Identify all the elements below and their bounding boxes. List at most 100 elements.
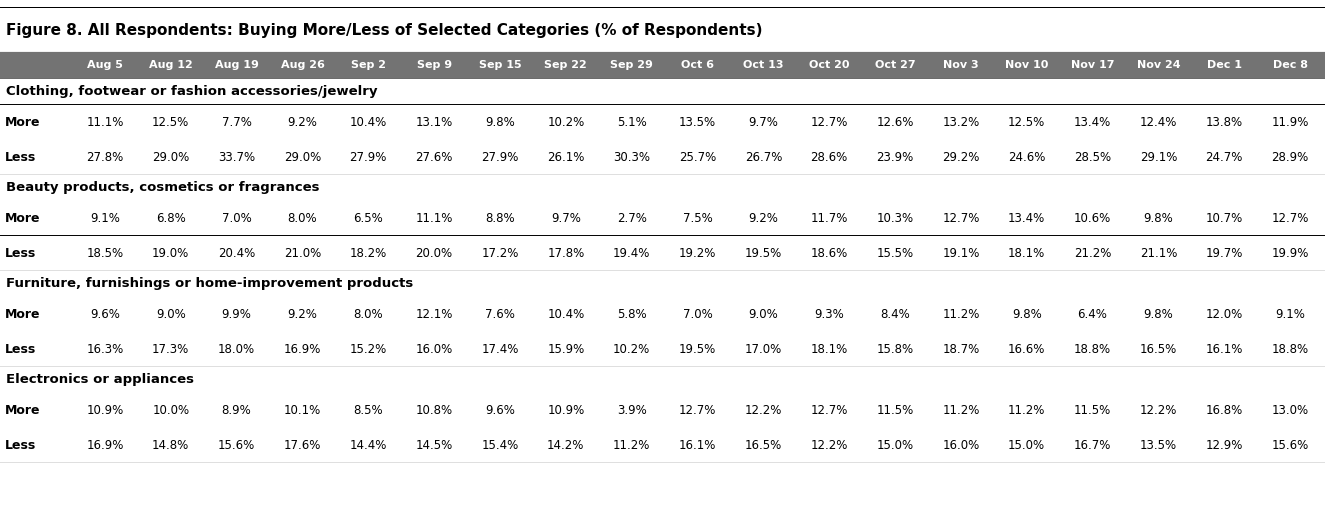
Text: 9.7%: 9.7%: [551, 212, 580, 225]
Text: 18.2%: 18.2%: [350, 247, 387, 260]
Text: More: More: [5, 212, 41, 225]
Text: 10.4%: 10.4%: [350, 116, 387, 129]
Text: Figure 8. All Respondents: Buying More/Less of Selected Categories (% of Respond: Figure 8. All Respondents: Buying More/L…: [7, 22, 762, 38]
Text: More: More: [5, 116, 41, 129]
Text: 24.7%: 24.7%: [1206, 151, 1243, 164]
Text: 30.3%: 30.3%: [613, 151, 651, 164]
Text: 12.7%: 12.7%: [1272, 212, 1309, 225]
Text: 13.4%: 13.4%: [1008, 212, 1045, 225]
Text: 11.7%: 11.7%: [811, 212, 848, 225]
Text: 8.9%: 8.9%: [221, 404, 252, 417]
Text: 17.3%: 17.3%: [152, 343, 189, 356]
Text: 13.8%: 13.8%: [1206, 116, 1243, 129]
Text: 12.1%: 12.1%: [416, 308, 453, 321]
Text: 5.8%: 5.8%: [617, 308, 647, 321]
Text: 14.4%: 14.4%: [350, 439, 387, 452]
Text: 11.2%: 11.2%: [1008, 404, 1045, 417]
Text: Dec 8: Dec 8: [1272, 60, 1308, 70]
Text: 9.6%: 9.6%: [90, 308, 119, 321]
Text: 25.7%: 25.7%: [678, 151, 716, 164]
Text: 21.0%: 21.0%: [284, 247, 321, 260]
Text: 29.2%: 29.2%: [942, 151, 979, 164]
Text: 26.7%: 26.7%: [745, 151, 782, 164]
Text: Beauty products, cosmetics or fragrances: Beauty products, cosmetics or fragrances: [7, 182, 319, 195]
Text: Furniture, furnishings or home-improvement products: Furniture, furnishings or home-improveme…: [7, 277, 413, 291]
Text: Nov 10: Nov 10: [1006, 60, 1048, 70]
Text: Sep 15: Sep 15: [478, 60, 521, 70]
Text: 21.2%: 21.2%: [1073, 247, 1112, 260]
Text: 10.9%: 10.9%: [86, 404, 123, 417]
Text: Oct 20: Oct 20: [810, 60, 849, 70]
Text: 17.4%: 17.4%: [481, 343, 518, 356]
Text: 9.7%: 9.7%: [749, 116, 778, 129]
Text: 9.2%: 9.2%: [749, 212, 778, 225]
Text: 18.0%: 18.0%: [219, 343, 256, 356]
Text: 27.9%: 27.9%: [481, 151, 518, 164]
Text: 18.8%: 18.8%: [1075, 343, 1112, 356]
Text: 11.1%: 11.1%: [86, 116, 123, 129]
Text: Aug 26: Aug 26: [281, 60, 325, 70]
Text: 28.6%: 28.6%: [811, 151, 848, 164]
Text: 15.2%: 15.2%: [350, 343, 387, 356]
Text: 9.3%: 9.3%: [815, 308, 844, 321]
Text: 12.9%: 12.9%: [1206, 439, 1243, 452]
Text: More: More: [5, 404, 41, 417]
Text: 9.2%: 9.2%: [288, 308, 318, 321]
Text: 9.1%: 9.1%: [90, 212, 119, 225]
Text: 7.5%: 7.5%: [682, 212, 713, 225]
Text: 17.2%: 17.2%: [481, 247, 518, 260]
Text: 14.2%: 14.2%: [547, 439, 584, 452]
Text: 12.2%: 12.2%: [745, 404, 782, 417]
Text: 8.8%: 8.8%: [485, 212, 515, 225]
Text: 16.1%: 16.1%: [678, 439, 717, 452]
Text: 12.2%: 12.2%: [811, 439, 848, 452]
Text: 18.5%: 18.5%: [86, 247, 123, 260]
Text: 15.9%: 15.9%: [547, 343, 584, 356]
Text: 16.8%: 16.8%: [1206, 404, 1243, 417]
Text: 9.1%: 9.1%: [1275, 308, 1305, 321]
Text: 15.0%: 15.0%: [1008, 439, 1045, 452]
Text: 19.9%: 19.9%: [1272, 247, 1309, 260]
Text: 19.1%: 19.1%: [942, 247, 979, 260]
Text: 11.9%: 11.9%: [1272, 116, 1309, 129]
Text: 18.8%: 18.8%: [1272, 343, 1309, 356]
Text: Clothing, footwear or fashion accessories/jewelry: Clothing, footwear or fashion accessorie…: [7, 86, 378, 98]
Text: Aug 5: Aug 5: [87, 60, 123, 70]
Text: Nov 17: Nov 17: [1071, 60, 1114, 70]
Text: 12.4%: 12.4%: [1140, 116, 1177, 129]
Text: 12.0%: 12.0%: [1206, 308, 1243, 321]
Text: 15.4%: 15.4%: [481, 439, 518, 452]
Text: 17.6%: 17.6%: [284, 439, 321, 452]
Text: 14.8%: 14.8%: [152, 439, 189, 452]
Text: 12.7%: 12.7%: [678, 404, 717, 417]
Text: Nov 24: Nov 24: [1137, 60, 1181, 70]
Text: 9.8%: 9.8%: [1143, 212, 1173, 225]
Text: 12.5%: 12.5%: [1008, 116, 1045, 129]
Text: 8.0%: 8.0%: [354, 308, 383, 321]
Text: 5.1%: 5.1%: [616, 116, 647, 129]
Text: 12.7%: 12.7%: [942, 212, 979, 225]
Text: 13.0%: 13.0%: [1272, 404, 1309, 417]
Text: 3.9%: 3.9%: [616, 404, 647, 417]
Text: 14.5%: 14.5%: [416, 439, 453, 452]
Text: Sep 29: Sep 29: [611, 60, 653, 70]
Text: Oct 6: Oct 6: [681, 60, 714, 70]
Text: 10.3%: 10.3%: [876, 212, 914, 225]
Text: Aug 19: Aug 19: [215, 60, 258, 70]
Text: 8.4%: 8.4%: [880, 308, 910, 321]
Text: 23.9%: 23.9%: [876, 151, 914, 164]
Text: 9.0%: 9.0%: [156, 308, 186, 321]
Text: 29.0%: 29.0%: [152, 151, 189, 164]
Text: 13.2%: 13.2%: [942, 116, 979, 129]
Text: Less: Less: [5, 247, 36, 260]
Text: 16.7%: 16.7%: [1073, 439, 1112, 452]
Text: 8.5%: 8.5%: [354, 404, 383, 417]
Text: 21.1%: 21.1%: [1140, 247, 1177, 260]
Text: 17.0%: 17.0%: [745, 343, 782, 356]
Text: 9.8%: 9.8%: [1012, 308, 1041, 321]
Text: 16.9%: 16.9%: [86, 439, 123, 452]
Text: 18.1%: 18.1%: [811, 343, 848, 356]
Text: Aug 12: Aug 12: [148, 60, 192, 70]
Text: 13.1%: 13.1%: [416, 116, 453, 129]
Text: 13.4%: 13.4%: [1075, 116, 1112, 129]
